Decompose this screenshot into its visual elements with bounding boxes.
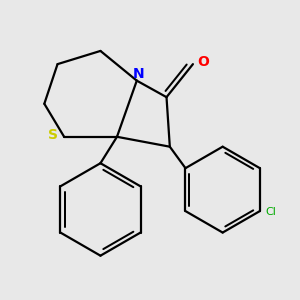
Text: N: N [133,67,144,81]
Text: S: S [48,128,58,142]
Text: Cl: Cl [266,207,277,217]
Text: O: O [198,56,209,70]
